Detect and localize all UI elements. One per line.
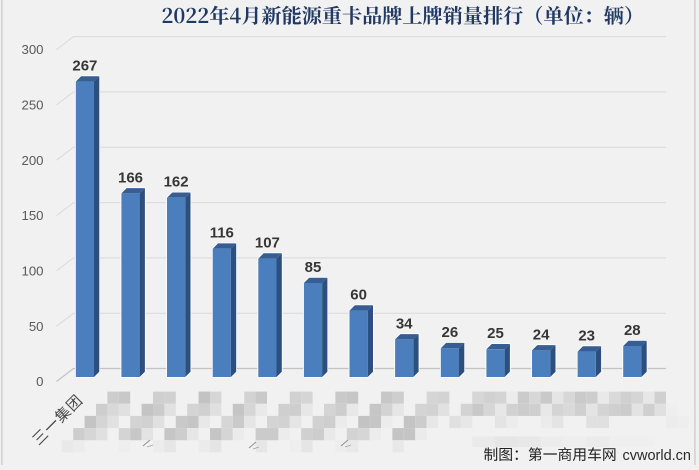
svg-text:34: 34 bbox=[396, 315, 413, 332]
svg-text:24: 24 bbox=[533, 326, 550, 343]
svg-text:162: 162 bbox=[164, 174, 189, 191]
svg-text:150: 150 bbox=[21, 208, 43, 223]
svg-text:0: 0 bbox=[36, 374, 43, 389]
svg-text:166: 166 bbox=[118, 169, 143, 186]
svg-text:cvworld.cn: cvworld.cn bbox=[623, 448, 692, 464]
svg-text:300: 300 bbox=[21, 42, 43, 57]
svg-text:28: 28 bbox=[624, 322, 641, 339]
svg-text:116: 116 bbox=[210, 225, 234, 242]
svg-text:250: 250 bbox=[21, 98, 43, 113]
svg-text:26: 26 bbox=[442, 324, 459, 341]
svg-text:107: 107 bbox=[255, 235, 280, 252]
svg-text:25: 25 bbox=[487, 325, 504, 342]
svg-text:60: 60 bbox=[350, 287, 367, 304]
svg-text:50: 50 bbox=[29, 319, 44, 334]
svg-text:100: 100 bbox=[21, 264, 43, 279]
svg-text:267: 267 bbox=[72, 58, 97, 75]
svg-text:85: 85 bbox=[305, 259, 322, 276]
svg-text:200: 200 bbox=[21, 153, 43, 168]
svg-text:23: 23 bbox=[578, 328, 595, 345]
